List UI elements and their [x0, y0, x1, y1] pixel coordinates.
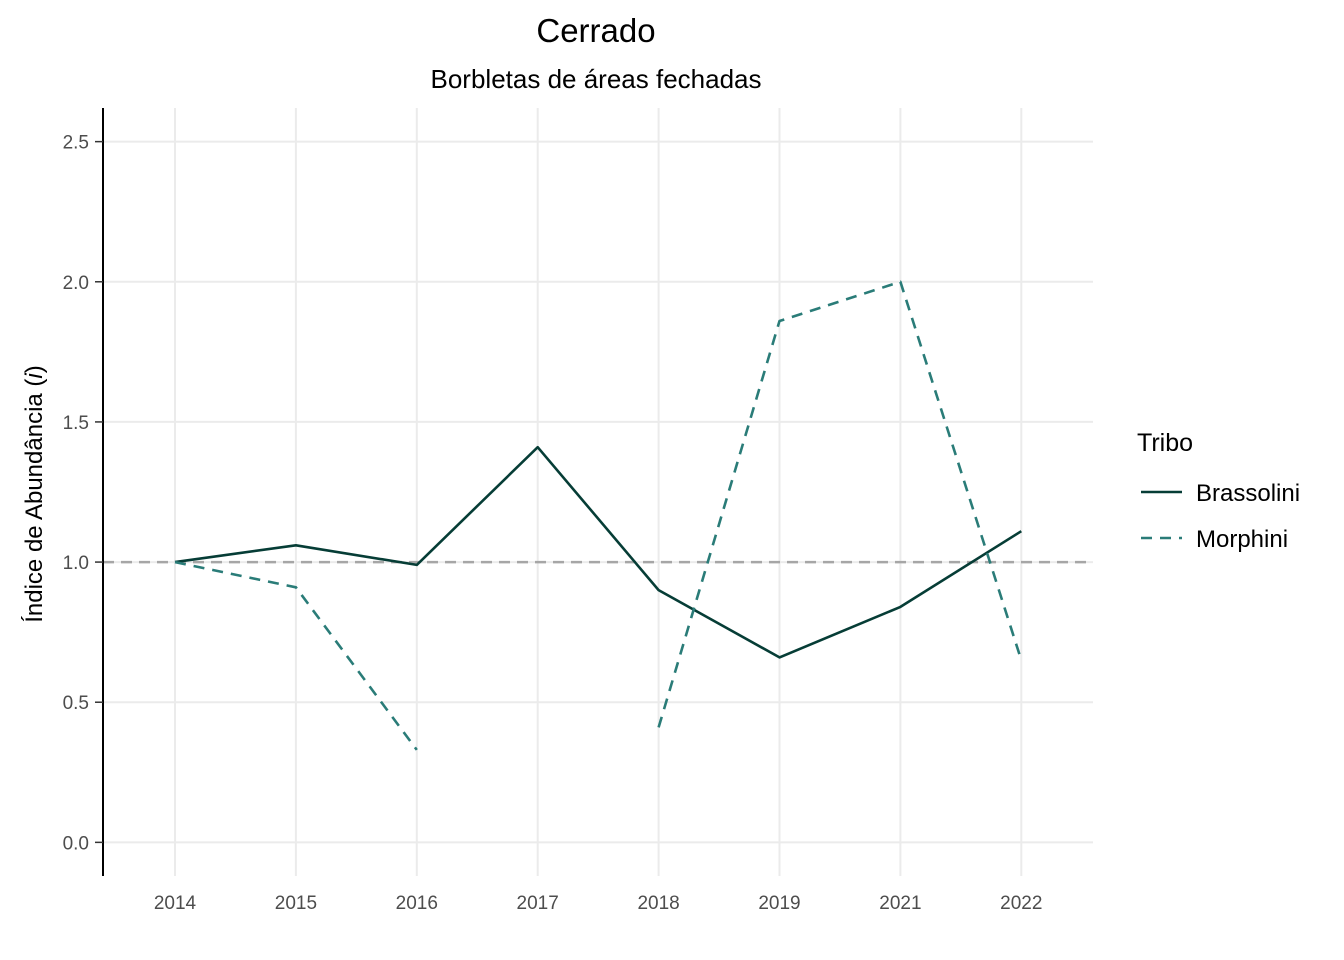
- x-tick-label: 2015: [275, 893, 317, 914]
- x-tick-label: 2016: [396, 893, 438, 914]
- chart-subtitle: Borbletas de áreas fechadas: [431, 64, 762, 94]
- y-axis-title-main: Índice de Abundância (: [21, 379, 48, 623]
- y-tick-labels: 0.0 0.5 1.0 1.5 2.0 2.5: [63, 133, 103, 854]
- series-line-morphini: [174, 560, 418, 751]
- chart-title: Cerrado: [536, 12, 655, 49]
- y-axis-title-italic: i: [21, 373, 48, 379]
- x-tick-label: 2021: [879, 893, 921, 914]
- y-tick-label: 1.0: [63, 553, 89, 574]
- y-axis-title-close: ): [21, 365, 48, 373]
- legend-label-brassolini: Brassolini: [1196, 480, 1300, 507]
- x-tick-labels: 2014 2015 2016 2017 2018 2019 2021 2022: [154, 893, 1043, 914]
- y-tick-label: 1.5: [63, 413, 89, 434]
- y-tick-label: 2.5: [63, 133, 89, 154]
- series-group: [174, 280, 1023, 751]
- y-axis-title: Índice de Abundância (i): [21, 365, 48, 623]
- y-tick-label: 2.0: [63, 273, 89, 294]
- y-tick-label: 0.0: [63, 833, 89, 854]
- series-line-morphini: [657, 280, 1023, 728]
- x-tick-label: 2019: [758, 893, 800, 914]
- x-tick-label: 2022: [1000, 893, 1042, 914]
- legend-title: Tribo: [1137, 429, 1193, 457]
- x-tick-label: 2017: [517, 893, 559, 914]
- legend: Tribo Brassolini Morphini: [1137, 429, 1300, 553]
- x-tick-label: 2014: [154, 893, 197, 914]
- legend-label-morphini: Morphini: [1196, 526, 1288, 553]
- x-tick-label: 2018: [637, 893, 679, 914]
- grid: [103, 108, 1093, 876]
- series-line-brassolini: [174, 445, 1022, 659]
- y-tick-label: 0.5: [63, 693, 89, 714]
